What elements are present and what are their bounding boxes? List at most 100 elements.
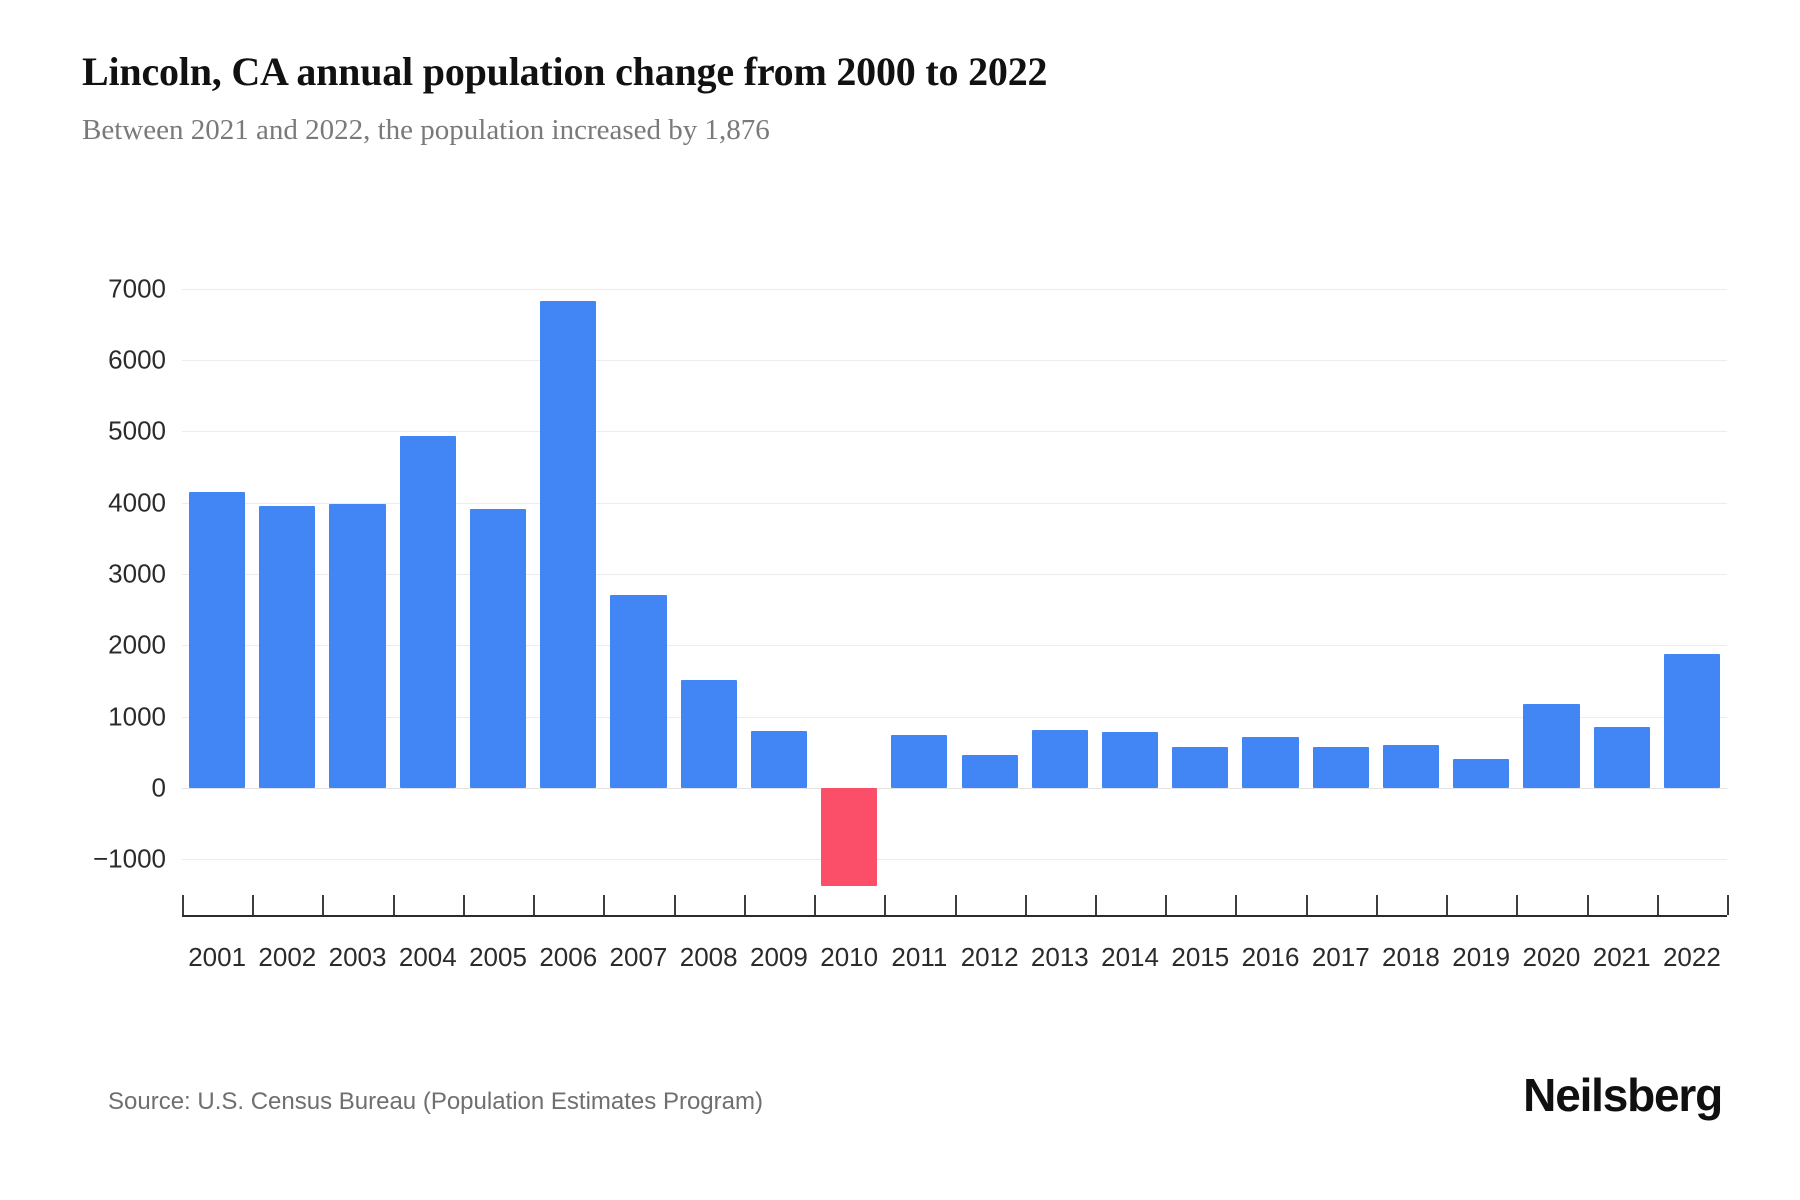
chart-header: Lincoln, CA annual population change fro… bbox=[82, 48, 1722, 148]
bar-slot bbox=[533, 285, 603, 895]
bar-slot bbox=[1446, 285, 1516, 895]
bar-2003[interactable] bbox=[329, 504, 386, 788]
gridline-4000 bbox=[182, 502, 1727, 504]
gridline-0 bbox=[182, 788, 1727, 789]
x-tick-mark bbox=[1165, 895, 1168, 915]
x-tick-mark bbox=[603, 895, 606, 915]
bar-2018[interactable] bbox=[1382, 745, 1440, 788]
x-tick-label-2006: 2006 bbox=[539, 942, 598, 972]
x-tick-mark bbox=[1024, 895, 1027, 915]
bar-slot bbox=[322, 285, 392, 895]
bar-slot bbox=[1025, 285, 1095, 895]
bar-2020[interactable] bbox=[1523, 703, 1580, 788]
x-tick-mark bbox=[322, 895, 325, 915]
x-tick-mark bbox=[884, 895, 887, 915]
bar-2004[interactable] bbox=[399, 436, 456, 788]
gridline-3000 bbox=[182, 573, 1727, 575]
x-tick-label-2012: 2012 bbox=[960, 942, 1019, 972]
x-tick-label-2013: 2013 bbox=[1030, 942, 1089, 972]
x-tick-label-2009: 2009 bbox=[750, 942, 808, 972]
bar-slot bbox=[814, 285, 884, 895]
x-tick-label-2015: 2015 bbox=[1171, 942, 1230, 972]
gridline-1000 bbox=[182, 716, 1727, 718]
x-tick-label-2002: 2002 bbox=[258, 942, 317, 972]
gridline-2000 bbox=[182, 645, 1727, 647]
source-note: Source: U.S. Census Bureau (Population E… bbox=[108, 1088, 763, 1115]
bar-slot bbox=[1095, 285, 1165, 895]
x-tick-label-2019: 2019 bbox=[1452, 942, 1511, 972]
bar-slot bbox=[463, 285, 533, 895]
x-tick-mark bbox=[1446, 895, 1449, 915]
bar-slot bbox=[884, 285, 954, 895]
x-tick-label-2014: 2014 bbox=[1101, 942, 1159, 972]
y-tick-label: 2000 bbox=[108, 629, 166, 660]
x-tick-mark bbox=[1375, 895, 1378, 915]
x-tick-mark bbox=[1516, 895, 1519, 915]
bar-slot bbox=[1235, 285, 1305, 895]
bar-2009[interactable] bbox=[750, 730, 807, 788]
y-tick-label: 4000 bbox=[108, 487, 166, 518]
x-tick-mark bbox=[673, 895, 676, 915]
bar-2008[interactable] bbox=[680, 679, 737, 788]
bar-slot bbox=[393, 285, 463, 895]
x-tick-mark bbox=[392, 895, 395, 915]
y-tick-label: −1000 bbox=[92, 843, 166, 874]
plot-canvas: 7000 6000 5000 4000 3000 2000 1000 0 −1000 bbox=[93, 273, 1727, 895]
x-tick-mark bbox=[1586, 895, 1589, 915]
bar-2011[interactable] bbox=[891, 735, 948, 788]
bar-slot bbox=[252, 285, 322, 895]
x-tick-mark bbox=[533, 895, 536, 915]
x-tick-mark bbox=[1305, 895, 1308, 915]
gridline-5000 bbox=[182, 431, 1727, 433]
bar-2022[interactable] bbox=[1663, 654, 1720, 788]
bar-2015[interactable] bbox=[1172, 746, 1229, 788]
x-tick-label-2018: 2018 bbox=[1382, 942, 1440, 972]
bar-2006[interactable] bbox=[540, 300, 597, 788]
x-tick-label-2008: 2008 bbox=[679, 942, 738, 972]
bar-2016[interactable] bbox=[1242, 736, 1299, 788]
x-tick-label-2017: 2017 bbox=[1311, 942, 1370, 972]
x-tick-label-2022: 2022 bbox=[1662, 942, 1721, 972]
bar-slot bbox=[1306, 285, 1376, 895]
x-tick-label-2011: 2011 bbox=[891, 942, 948, 972]
bar-2021[interactable] bbox=[1593, 726, 1650, 788]
bar-2017[interactable] bbox=[1312, 747, 1369, 788]
y-tick-label: 1000 bbox=[108, 701, 166, 732]
y-tick-label: 3000 bbox=[108, 558, 166, 589]
x-tick-mark bbox=[1235, 895, 1238, 915]
page-title: Lincoln, CA annual population change fro… bbox=[82, 49, 1048, 94]
bar-2014[interactable] bbox=[1101, 732, 1159, 788]
brand-logo: Neilsberg bbox=[1523, 1069, 1723, 1121]
x-tick-mark bbox=[252, 895, 255, 915]
bar-slot bbox=[955, 285, 1025, 895]
x-tick-mark bbox=[1094, 895, 1097, 915]
bar-2013[interactable] bbox=[1031, 730, 1088, 788]
bar-slot bbox=[1376, 285, 1446, 895]
bar-slot bbox=[744, 285, 814, 895]
x-tick-label-2003: 2003 bbox=[328, 942, 387, 972]
bar-slot bbox=[1165, 285, 1235, 895]
bar-2019[interactable] bbox=[1453, 759, 1510, 788]
bar-2001[interactable] bbox=[189, 491, 246, 788]
bar-2010[interactable] bbox=[821, 787, 878, 887]
y-tick-label: 5000 bbox=[108, 415, 166, 446]
bar-2012[interactable] bbox=[961, 755, 1018, 788]
bar-2007[interactable] bbox=[610, 595, 667, 788]
x-tick-mark bbox=[182, 895, 184, 915]
chart-subtitle: Between 2021 and 2022, the population in… bbox=[82, 114, 770, 147]
x-tick-label-2020: 2020 bbox=[1522, 942, 1581, 972]
gridline-7000 bbox=[182, 288, 1727, 290]
x-axis-line bbox=[182, 915, 1727, 917]
bar-slot bbox=[1516, 285, 1586, 895]
x-tick-mark bbox=[1727, 895, 1729, 915]
bar-2002[interactable] bbox=[259, 506, 316, 788]
x-tick-label-2001: 2001 bbox=[188, 942, 247, 972]
x-tick-label-2010: 2010 bbox=[820, 942, 879, 972]
x-tick-mark bbox=[462, 895, 465, 915]
x-tick-label-2005: 2005 bbox=[469, 942, 527, 972]
x-tick-label-2004: 2004 bbox=[398, 942, 457, 972]
bar-2005[interactable] bbox=[469, 509, 527, 788]
bar-slot bbox=[1657, 285, 1727, 895]
